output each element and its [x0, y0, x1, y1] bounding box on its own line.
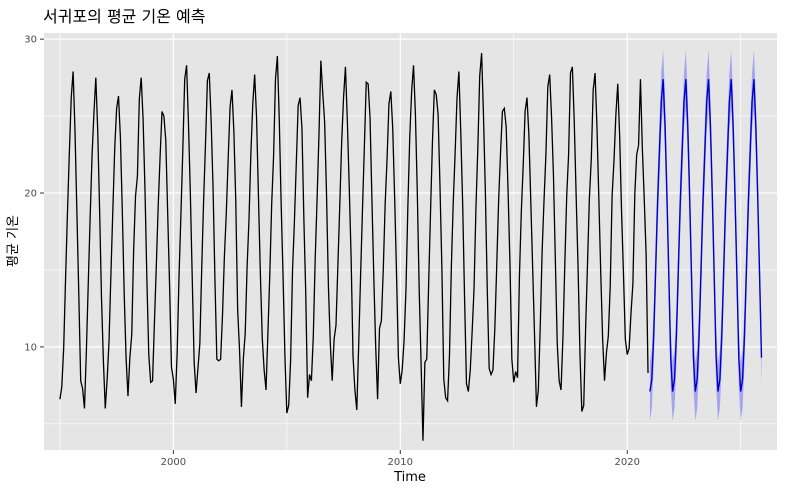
y-axis-title: 평균 기온	[6, 215, 21, 267]
x-tick-label: 2000	[161, 457, 186, 468]
x-axis: 2000 2010 2020	[161, 450, 640, 468]
x-tick-label: 2020	[614, 457, 639, 468]
x-tick-label: 2010	[388, 457, 413, 468]
plot-panel	[44, 33, 777, 450]
forecast-mean-line	[649, 79, 763, 392]
y-tick-label: 20	[24, 189, 37, 200]
major-gridlines	[44, 33, 777, 450]
y-tick-label: 10	[24, 342, 37, 353]
observed-temperature-line	[59, 52, 649, 441]
chart-title: 서귀포의 평균 기온 예측	[43, 7, 205, 26]
y-axis: 10 20 30	[24, 35, 44, 353]
x-axis-title: Time	[393, 470, 426, 485]
y-tick-label: 30	[24, 35, 37, 46]
